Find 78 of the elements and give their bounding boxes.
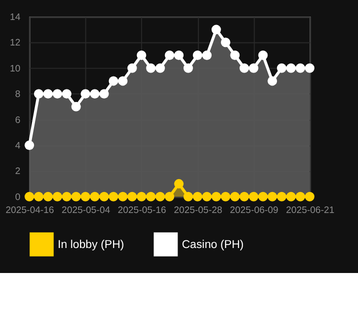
y-tick-label: 14 <box>10 12 20 24</box>
point <box>108 192 118 202</box>
point <box>146 63 156 73</box>
point <box>155 63 165 73</box>
legend-label: Casino (PH) <box>182 239 244 252</box>
x-tick-label: 2025-05-16 <box>118 205 166 216</box>
x-tick-label: 2025-05-04 <box>62 205 110 216</box>
point <box>118 192 128 202</box>
point <box>212 24 221 34</box>
x-tick-label: 2025-04-16 <box>6 205 54 216</box>
point <box>230 50 240 60</box>
point <box>164 192 174 202</box>
y-tick-label: 4 <box>15 140 20 152</box>
point <box>276 192 286 202</box>
point <box>24 192 34 202</box>
point <box>127 192 137 202</box>
point <box>296 192 306 202</box>
x-tick-label: 2025-05-28 <box>174 205 222 216</box>
point <box>248 63 258 73</box>
point <box>268 192 278 202</box>
x-tick-label: 2025-06-21 <box>286 205 334 216</box>
point <box>220 38 230 48</box>
point <box>174 179 184 189</box>
point <box>43 89 53 99</box>
point <box>43 192 53 202</box>
point <box>146 192 156 202</box>
point <box>118 76 128 86</box>
point <box>90 192 100 202</box>
point <box>202 50 212 60</box>
y-tick-label: 0 <box>15 192 20 203</box>
point <box>258 50 268 60</box>
point <box>192 192 202 202</box>
point <box>62 192 72 202</box>
point <box>52 192 62 202</box>
legend-label: In lobby (PH) <box>58 239 124 252</box>
point <box>230 192 240 202</box>
point <box>240 63 250 73</box>
point <box>99 192 109 202</box>
point <box>268 76 278 86</box>
point <box>80 89 90 99</box>
point <box>192 50 202 60</box>
point <box>258 192 268 202</box>
point <box>286 63 296 73</box>
point <box>174 50 184 60</box>
point <box>286 192 296 202</box>
point <box>304 192 314 202</box>
x-tick-label: 2025-06-09 <box>230 205 278 216</box>
point <box>90 89 100 99</box>
point <box>202 192 212 202</box>
point <box>99 89 109 99</box>
point <box>136 192 146 202</box>
y-tick-label: 12 <box>10 38 20 49</box>
point <box>52 89 62 99</box>
point <box>108 76 118 86</box>
y-tick-label: 2 <box>15 166 20 178</box>
point <box>304 63 314 73</box>
point <box>71 102 81 112</box>
point <box>24 140 34 150</box>
point <box>71 192 81 202</box>
point <box>34 89 44 99</box>
point <box>62 89 72 99</box>
point <box>80 192 90 202</box>
point <box>220 192 230 202</box>
point <box>183 63 193 73</box>
point <box>34 192 44 202</box>
point <box>212 192 221 202</box>
point <box>183 192 193 202</box>
point <box>240 192 250 202</box>
point <box>155 192 165 202</box>
point <box>136 50 146 60</box>
y-tick-label: 8 <box>15 89 20 100</box>
point <box>248 192 258 202</box>
point <box>127 63 137 73</box>
point <box>276 63 286 73</box>
point <box>164 50 174 60</box>
y-tick-label: 6 <box>15 114 20 126</box>
point <box>296 63 306 73</box>
y-tick-label: 10 <box>10 63 20 74</box>
